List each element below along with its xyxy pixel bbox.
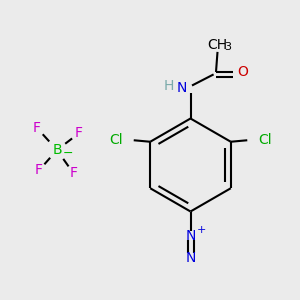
Text: F: F (33, 121, 41, 134)
Text: 3: 3 (224, 42, 231, 52)
Text: H: H (164, 79, 174, 93)
Text: Cl: Cl (110, 133, 123, 147)
Text: F: F (75, 127, 83, 140)
Text: CH: CH (207, 38, 228, 52)
Text: +: + (197, 225, 206, 235)
Text: F: F (70, 167, 77, 180)
Text: N: N (185, 251, 196, 265)
Text: N: N (177, 82, 188, 95)
Text: O: O (237, 65, 248, 79)
Text: Cl: Cl (258, 133, 272, 147)
Text: B: B (52, 143, 62, 157)
Text: N: N (185, 229, 196, 242)
Text: −: − (62, 146, 73, 160)
Text: F: F (35, 164, 43, 177)
